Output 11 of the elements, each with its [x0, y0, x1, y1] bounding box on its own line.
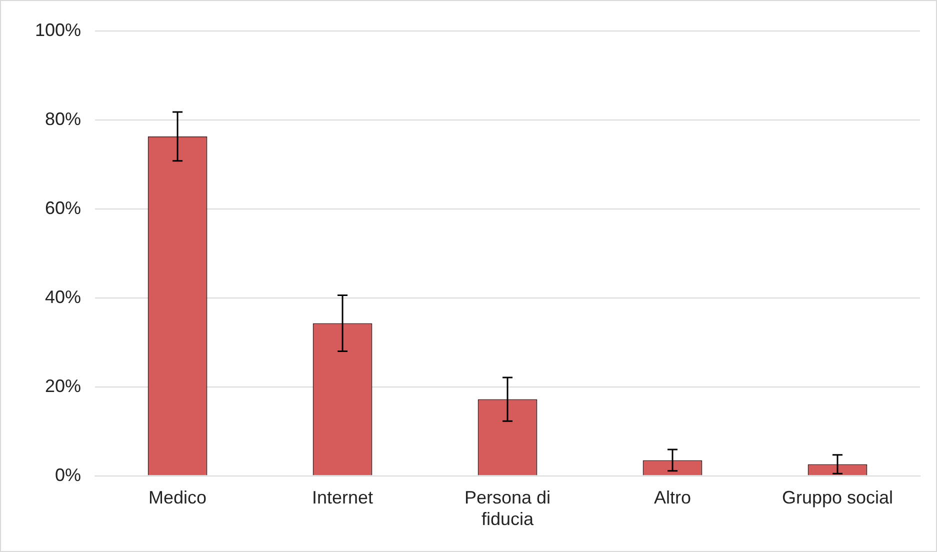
x-tick-label: Medico — [148, 488, 207, 508]
y-tick-label: 60% — [45, 198, 82, 218]
y-tick-label: 20% — [45, 376, 82, 396]
x-tick-label: Persona di fiducia — [464, 488, 551, 530]
y-tick-label: 40% — [45, 286, 82, 307]
y-tick-label: 0% — [55, 464, 82, 485]
y-tick-label: 80% — [45, 108, 82, 129]
x-tick-label: Altro — [654, 488, 692, 508]
x-tick-label: Gruppo social — [782, 488, 894, 508]
y-tick-label: 100% — [34, 20, 82, 40]
x-tick-label: Internet — [312, 488, 374, 508]
